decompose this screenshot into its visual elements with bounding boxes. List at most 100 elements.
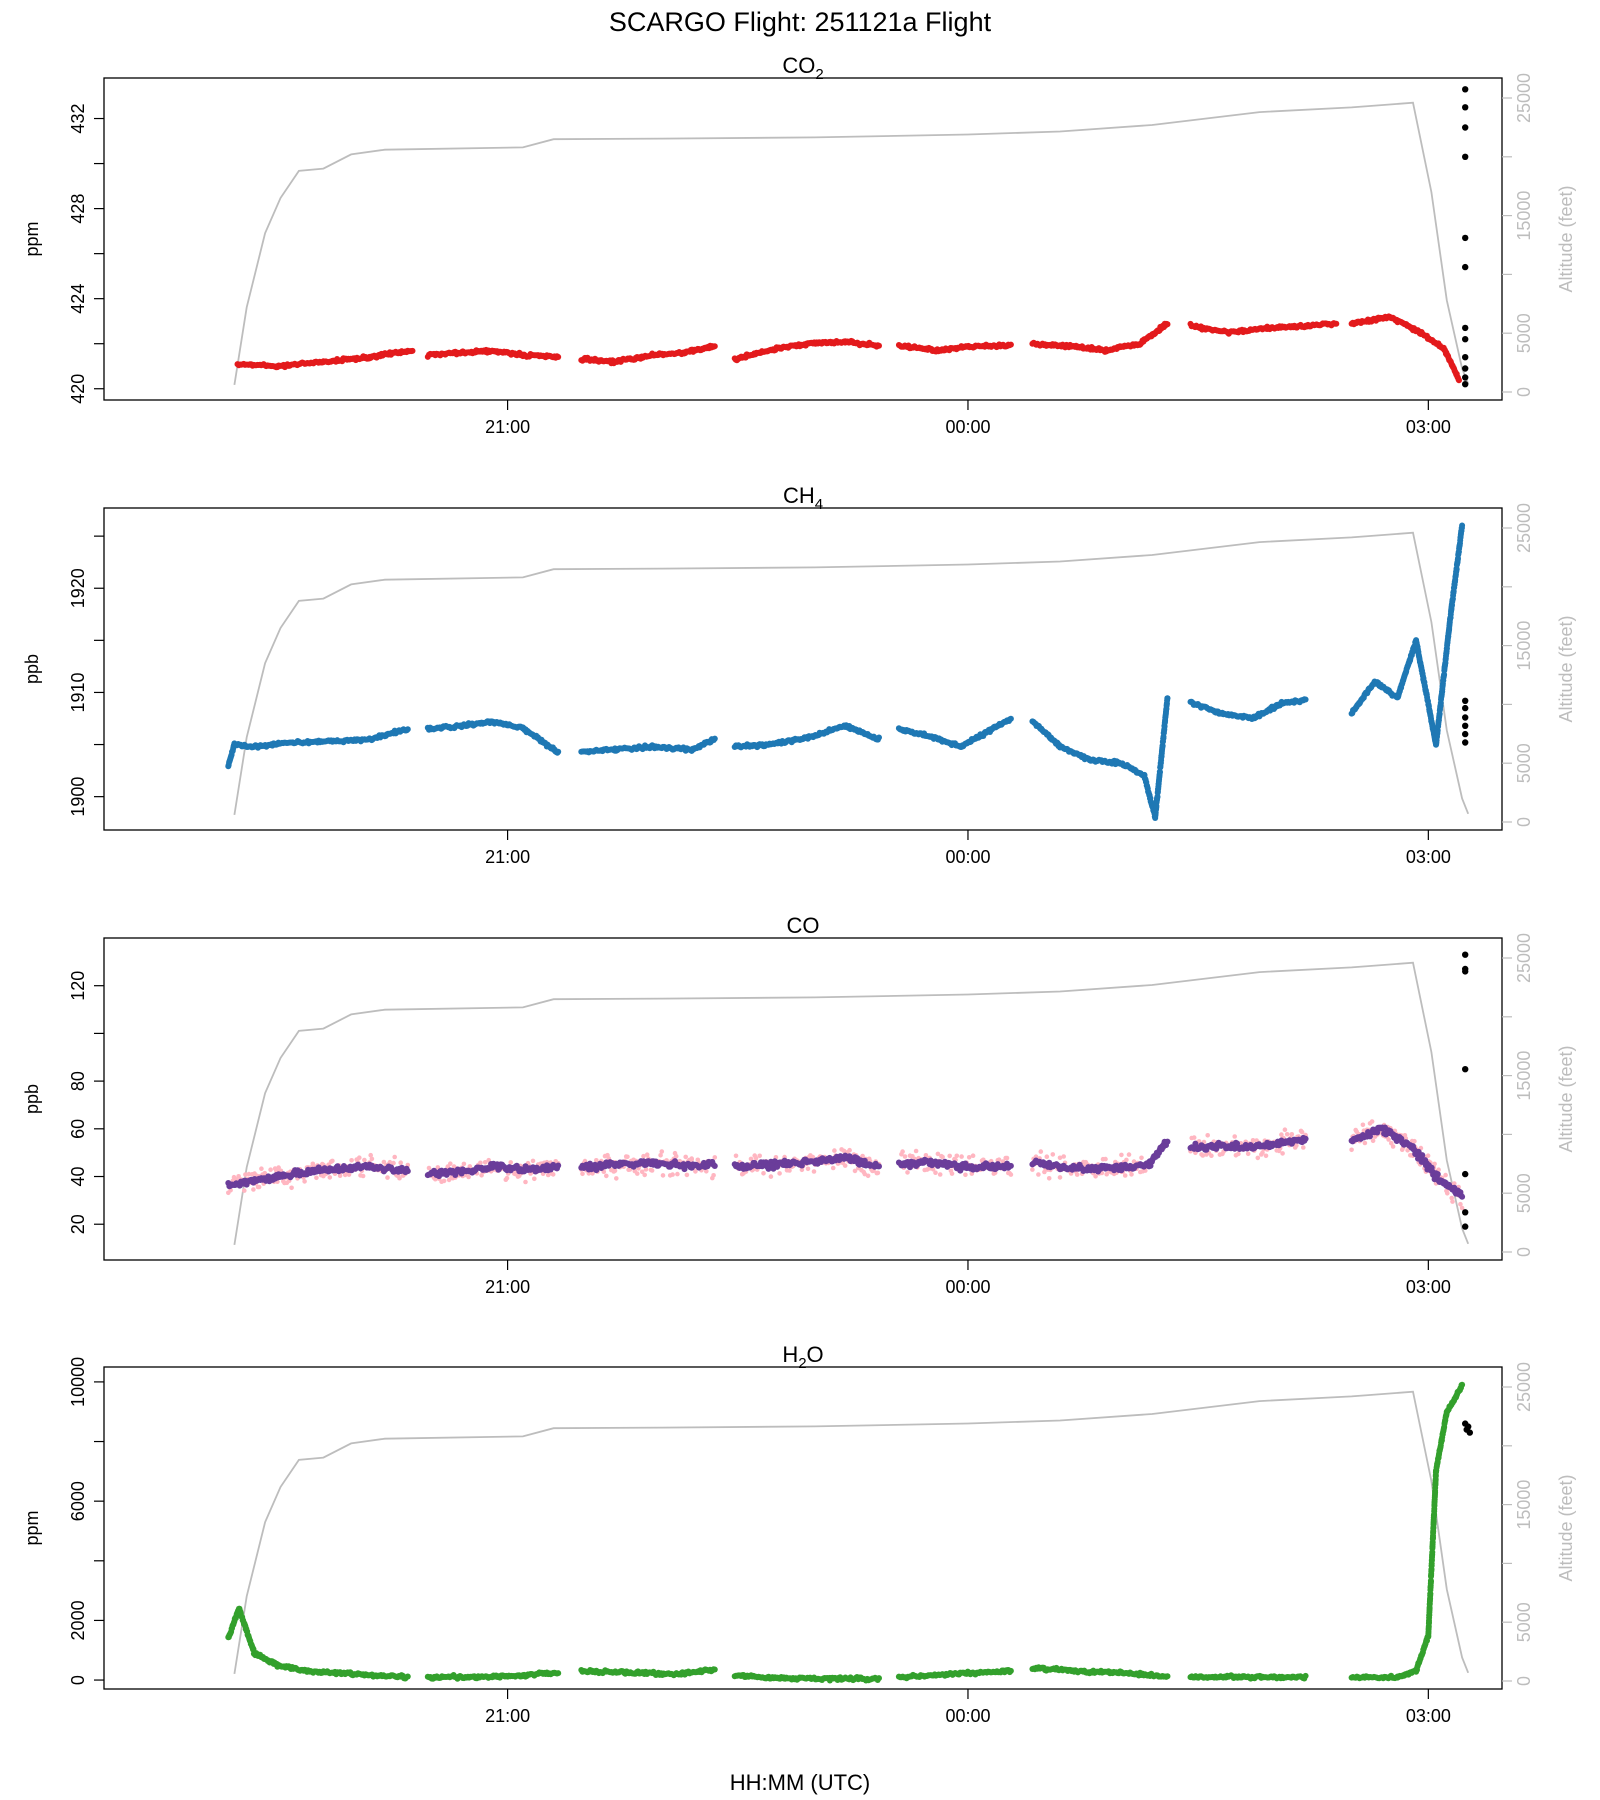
data-point	[1279, 1132, 1284, 1137]
data-point	[1449, 1195, 1454, 1201]
data-point	[1236, 1151, 1241, 1157]
data-point	[1044, 1154, 1050, 1159]
data-point	[426, 1165, 432, 1171]
data-point	[768, 1174, 774, 1179]
data-point	[550, 1172, 556, 1177]
data-point	[433, 1176, 438, 1182]
data-point	[1103, 1156, 1108, 1162]
data-point	[787, 1168, 792, 1173]
data-point	[1462, 739, 1469, 746]
data-point	[1061, 1154, 1066, 1159]
data-point	[1456, 377, 1462, 384]
data-point	[753, 1156, 759, 1161]
x-tick-label: 21:00	[485, 417, 530, 437]
data-point	[1374, 1129, 1381, 1136]
data-point	[448, 1161, 453, 1166]
x-tick-label: 00:00	[945, 1277, 990, 1297]
y2-tick-label: 5000	[1514, 1602, 1534, 1642]
data-point	[259, 1166, 264, 1171]
y2-tick-label: 0	[1514, 1676, 1534, 1686]
data-point	[1462, 1170, 1469, 1178]
data-point	[693, 1169, 698, 1174]
series-ch4	[225, 522, 1466, 821]
data-point	[1008, 1172, 1014, 1177]
data-point	[933, 1170, 938, 1175]
data-point	[357, 1155, 362, 1160]
data-point	[1007, 715, 1014, 722]
data-point	[349, 1158, 354, 1163]
y2-axis-label: Altitude (feet)	[1556, 1474, 1576, 1581]
data-point	[1349, 1147, 1354, 1153]
data-point	[1425, 1153, 1431, 1158]
series-high-values	[1462, 86, 1469, 388]
data-point	[482, 1160, 488, 1165]
altitude-line	[233, 531, 1470, 816]
data-point	[1038, 1149, 1044, 1154]
data-point	[369, 1156, 375, 1162]
data-point	[847, 1147, 852, 1153]
data-point	[1119, 1152, 1124, 1158]
data-point	[1209, 1153, 1214, 1158]
data-point	[627, 1167, 633, 1172]
data-point	[1434, 1171, 1441, 1178]
data-point	[852, 1168, 858, 1174]
y2-tick-label: 15000	[1514, 1051, 1534, 1101]
data-point	[1462, 730, 1469, 738]
y2-tick-label: 0	[1514, 817, 1534, 827]
data-point	[1294, 1143, 1299, 1148]
data-point	[1255, 1155, 1261, 1161]
panel-title-subscript: 4	[815, 496, 823, 513]
data-point	[368, 1152, 374, 1158]
data-point	[1289, 1132, 1295, 1137]
data-point	[362, 1157, 367, 1163]
y2-tick-label: 0	[1514, 387, 1534, 397]
data-point	[947, 1153, 952, 1159]
data-point	[466, 1174, 471, 1180]
plot-frame	[103, 937, 1503, 1261]
data-point	[963, 1172, 968, 1178]
data-point	[1263, 1153, 1269, 1159]
y-tick-label: 6000	[68, 1481, 88, 1521]
data-point	[1302, 1135, 1309, 1142]
data-point	[523, 1179, 528, 1185]
data-point	[1462, 697, 1469, 704]
data-point	[1462, 124, 1469, 131]
y2-tick-label: 25000	[1514, 1362, 1534, 1412]
data-point	[1200, 1153, 1206, 1158]
data-point	[1419, 1152, 1426, 1159]
data-point	[1299, 1129, 1305, 1135]
data-point	[404, 726, 411, 733]
data-point	[1057, 1155, 1063, 1161]
x-tick-label: 21:00	[485, 847, 530, 867]
data-point	[1164, 1138, 1171, 1145]
y-tick-label: 1920	[68, 568, 88, 608]
data-point	[659, 1149, 665, 1154]
y-tick-label: 1910	[68, 672, 88, 712]
data-point	[1462, 153, 1469, 160]
data-point	[1129, 1172, 1134, 1177]
data-point	[1122, 1173, 1128, 1178]
data-point	[1302, 696, 1309, 703]
data-point	[1462, 234, 1469, 242]
panel-3: CO20406080120ppb050001500025000Altitude …	[22, 913, 1576, 1297]
data-point	[1232, 1134, 1237, 1139]
data-point	[1280, 1151, 1285, 1156]
panel-title: CH4	[783, 483, 823, 513]
data-point	[397, 1175, 402, 1181]
data-point	[900, 1149, 905, 1154]
data-point	[684, 1172, 690, 1178]
y2-tick-label: 15000	[1514, 621, 1534, 671]
data-point	[860, 1153, 865, 1159]
data-point	[923, 1153, 929, 1158]
data-point	[1284, 1132, 1290, 1137]
x-tick-label: 21:00	[485, 1706, 530, 1726]
y2-tick-label: 5000	[1514, 1173, 1534, 1213]
data-point	[461, 1161, 467, 1167]
data-point	[604, 1173, 609, 1179]
data-point	[1458, 1201, 1463, 1207]
data-point	[1459, 522, 1466, 529]
data-point	[392, 1154, 398, 1160]
data-point	[1007, 341, 1014, 348]
data-point	[704, 1169, 709, 1174]
data-point	[996, 1157, 1002, 1162]
